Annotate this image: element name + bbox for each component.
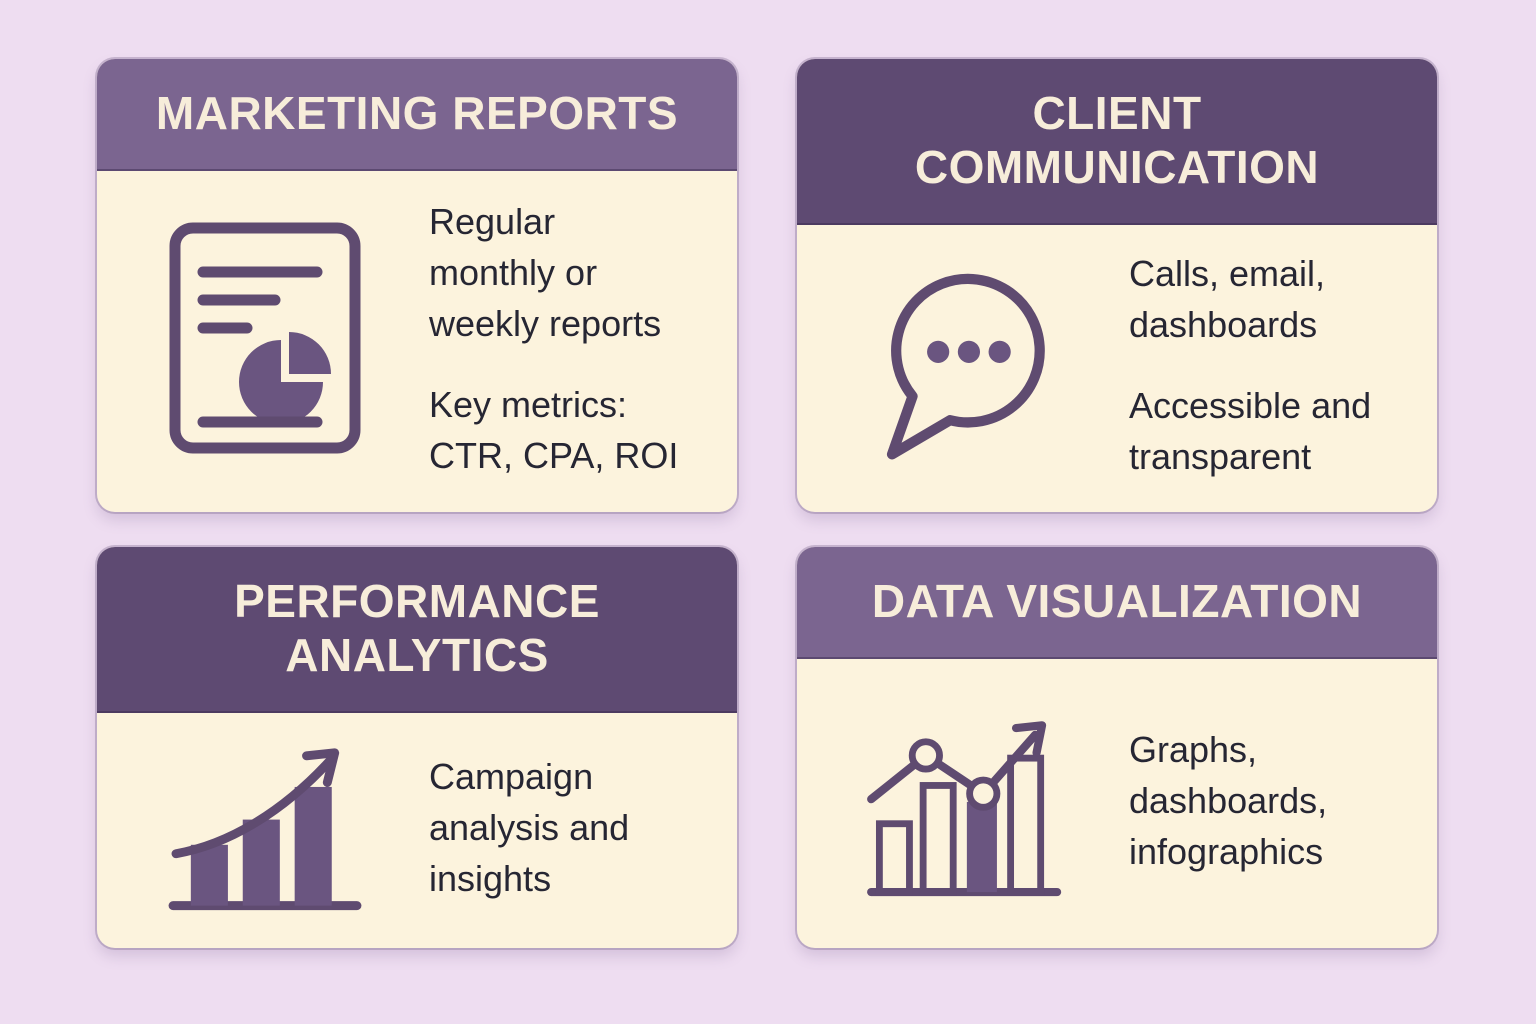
card-title: PERFORMANCE ANALYTICS (234, 575, 600, 683)
card-marketing-reports: MARKETING REPORTS Regular monthly or (97, 59, 737, 512)
paragraph: Campaign analysis and insights (429, 751, 697, 904)
title-line: MARKETING REPORTS (155, 87, 679, 139)
card-header: CLIENT COMMUNICATION (797, 59, 1437, 225)
title-line: CLIENT (1032, 87, 1202, 139)
card-header: DATA VISUALIZATION (797, 547, 1437, 659)
card-body: Regular monthly or weekly reports Key me… (97, 171, 737, 512)
paragraph: Calls, email, dashboards (1129, 248, 1397, 350)
title-line: ANALYTICS (285, 628, 549, 681)
card-header: MARKETING REPORTS (97, 59, 737, 171)
card-title: MARKETING REPORTS (156, 87, 678, 141)
card-client-communication: CLIENT COMMUNICATION Calls, email, dashb… (797, 59, 1437, 512)
paragraph-line: transparent (1129, 436, 1312, 478)
paragraph-line: dashboards, (1129, 779, 1328, 821)
card-body: Calls, email, dashboards Accessible and … (797, 225, 1437, 512)
growth-bar-chart-icon (155, 738, 375, 916)
card-text: Graphs, dashboards, infographics (1129, 724, 1397, 877)
card-title: CLIENT COMMUNICATION (915, 87, 1319, 195)
line-graph-bars-icon (855, 698, 1075, 903)
paragraph-line: Campaign (429, 755, 594, 797)
paragraph-line: Graphs, (1129, 728, 1258, 770)
title-line: PERFORMANCE (234, 575, 600, 627)
paragraph-line: infographics (1129, 830, 1324, 872)
paragraph-line: weekly reports (429, 302, 662, 344)
speech-bubble-icon (855, 263, 1075, 468)
paragraph: Accessible and transparent (1129, 380, 1397, 482)
card-title: DATA VISUALIZATION (872, 575, 1362, 629)
title-line: DATA VISUALIZATION (871, 575, 1363, 627)
paragraph-line: Key metrics: (429, 383, 628, 425)
paragraph-line: Calls, email, (1129, 253, 1326, 295)
paragraph-line: dashboards (1129, 304, 1318, 346)
card-body: Graphs, dashboards, infographics (797, 659, 1437, 948)
paragraph-line: Accessible and (1129, 385, 1372, 427)
card-text: Regular monthly or weekly reports Key me… (429, 196, 697, 482)
paragraph-line: CTR, CPA, ROI (429, 435, 679, 477)
paragraph-line: Regular (429, 200, 556, 242)
title-line: COMMUNICATION (914, 140, 1320, 193)
paragraph-line: analysis and (429, 806, 630, 848)
paragraph-line: monthly or (429, 251, 598, 293)
card-text: Calls, email, dashboards Accessible and … (1129, 248, 1397, 482)
paragraph: Regular monthly or weekly reports (429, 196, 697, 349)
paragraph: Graphs, dashboards, infographics (1129, 724, 1397, 877)
card-header: PERFORMANCE ANALYTICS (97, 547, 737, 713)
card-text: Campaign analysis and insights (429, 751, 697, 904)
paragraph: Key metrics: CTR, CPA, ROI (429, 379, 697, 481)
card-performance-analytics: PERFORMANCE ANALYTICS Campaign analysis … (97, 547, 737, 948)
paragraph-line: insights (429, 857, 552, 899)
card-data-visualization: DATA VISUALIZATION Graphs, (797, 547, 1437, 948)
card-body: Campaign analysis and insights (97, 713, 737, 948)
infographic-board: MARKETING REPORTS Regular monthly or (97, 59, 1437, 948)
report-document-icon (155, 218, 375, 458)
